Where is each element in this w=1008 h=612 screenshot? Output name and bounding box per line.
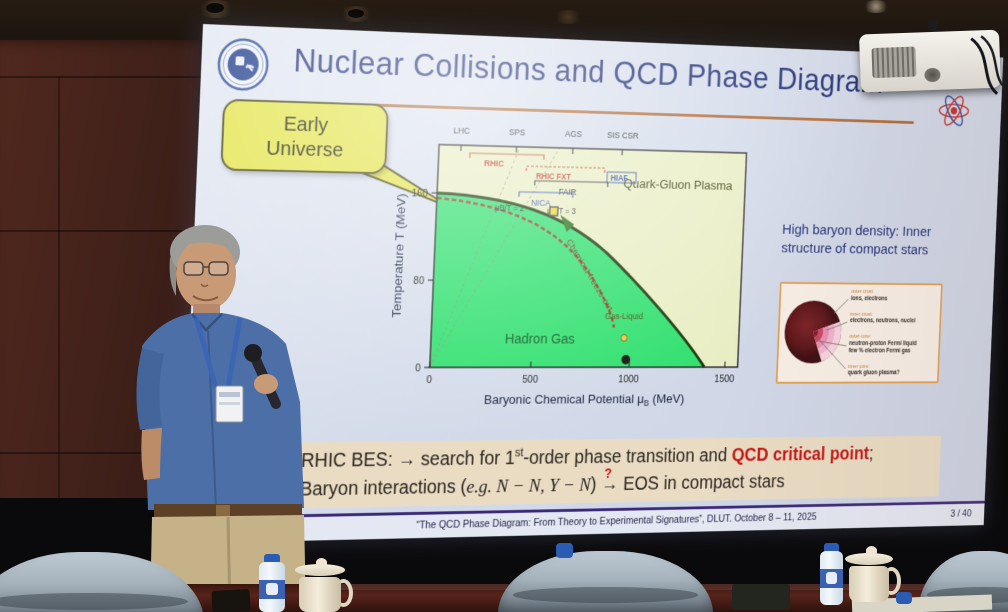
red-question-mark: ? [604,465,613,481]
compact-star-structure-box: outer crust: ions, electrons inner crust… [775,281,943,384]
gas-liquid-point [621,335,627,342]
high-baryon-density-heading: High baryon density: Inner structure of … [781,221,932,259]
presenter-hand [254,374,278,394]
ceiling-light-core [348,9,364,18]
facility-label-fair: FAIR [558,187,577,197]
hadron-gas-label: Hadron Gas [504,332,575,348]
gas-liquid-label: Gas-Liquid [605,311,644,321]
teacup-with-lid [845,546,901,602]
desk-microphone-base [732,584,790,610]
early-universe-callout: Early Universe [220,98,389,175]
projector-cables [970,35,1004,95]
water-bottle [818,543,845,605]
page-number: 3 / 40 [950,508,972,520]
top-axis-label-sps: SPS [509,127,526,137]
y-tick-0: 0 [415,363,421,374]
x-tick-1000: 1000 [618,375,639,386]
water-bottle [257,554,287,612]
y-tick-80: 80 [413,276,424,287]
top-axis-label-lhc: LHC [453,126,470,136]
y-axis-title: Temperature T (MeV) [389,193,408,318]
qgp-region-label: Quark-Gluon Plasma [623,176,733,193]
qcd-critical-point-text: QCD critical point [731,443,870,466]
ceiling-light [552,10,584,24]
star-layer-outer-crust: outer crust: ions, electrons [850,289,888,302]
dark-object-on-table [211,589,251,612]
projection-screen-slide: Nuclear Collisions and QCD Phase Diagram… [181,24,1004,544]
microphone-head [244,344,262,362]
x-tick-0: 0 [426,375,432,386]
neutron-star-cutaway [783,287,850,378]
x-tick-1500: 1500 [714,374,735,384]
star-layer-labels: outer crust: ions, electrons inner crust… [846,288,938,378]
top-axis-label-siscsr: SIS CSR [607,130,639,141]
star-layer-inner-core: inner core: quark gluon plasma? [847,363,900,377]
water-bottle-cap [896,592,912,604]
water-bottle-cap [556,543,573,558]
projector-vent [871,46,917,79]
top-axis-label-ags: AGS [565,129,582,139]
mu-t2-label: μB/T = 2 [495,203,525,213]
teacup-with-lid [295,558,353,612]
wall-seam [0,76,206,78]
facility-label-rhic: RHIC [484,159,505,169]
x-axis-title: Baryonic Chemical Potential μB (MeV) [483,391,684,408]
star-layer-outer-core: outer core: neutron-proton Fermi liquid … [848,334,917,354]
presenter [136,225,306,612]
wall-seam [0,230,206,232]
wall-seam [58,76,60,612]
wall-seam [0,452,206,454]
qcd-phase-diagram-chart: LHC SPS AGS SIS CSR RHIC RHIC FXT HIAF F… [389,126,769,408]
critical-point-marker [550,207,558,216]
slide-title: Nuclear Collisions and QCD Phase Diagram [292,41,885,100]
x-tick-500: 500 [522,375,538,386]
ceiling-light-core [206,3,224,13]
star-layer-inner-crust: inner crust: electrons, neutrons, nuclei [849,311,916,325]
ceiling-projector [855,17,1008,106]
presenter-glasses [183,261,204,276]
ceiling-light-bright [862,0,890,13]
y-tick-160: 160 [411,188,428,199]
callout-line1: Early [283,112,329,137]
university-seal-icon [216,37,270,93]
callout-line2: Universe [265,136,344,162]
